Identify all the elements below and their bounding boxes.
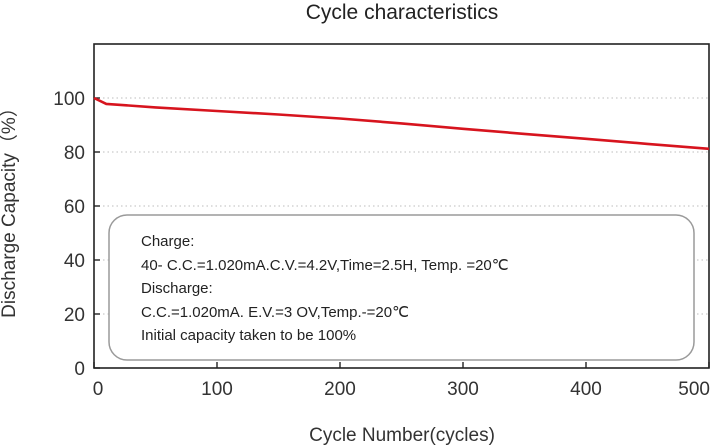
annotation-line-5: Initial capacity taken to be 100% [141,327,356,344]
x-tick-label-100: 100 [201,379,233,400]
y-tick-label-20: 20 [64,305,85,326]
x-tick-label-500: 500 [678,379,710,400]
annotation-box [108,214,695,361]
annotation-line-3: Discharge: [141,280,213,297]
series-line-0 [93,96,710,151]
x-tick-label-400: 400 [570,379,602,400]
y-tick-label-60: 60 [64,197,85,218]
y-axis-ticks: 0 20 40 60 80 100 [53,89,100,380]
x-tick-label-200: 200 [324,379,356,400]
y-tick-label-0: 0 [74,359,85,380]
x-axis-label: Cycle Number(cycles) [309,425,495,446]
annotation-line-1: Charge: [141,233,194,250]
annotation-line-2: 40- C.C.=1.020mA.C.V.=4.2V,Time=2.5H, Te… [141,257,509,274]
x-tick-label-300: 300 [447,379,479,400]
test-conditions-box: Charge: 40- C.C.=1.020mA.C.V.=4.2V,Time=… [108,214,695,361]
annotation-line-4: C.C.=1.020mA. E.V.=3 OV,Temp.-=20℃ [141,304,409,321]
y-axis-label: Discharge Capacity（%） [0,98,20,318]
y-tick-label-100: 100 [53,89,85,110]
series-group [93,96,710,151]
x-tick-label-0: 0 [93,379,104,400]
chart-title: Cycle characteristics [306,1,499,24]
x-axis-ticks: 0 100 200 300 400 500 [93,362,710,400]
y-tick-label-80: 80 [64,143,85,164]
y-tick-label-40: 40 [64,251,85,272]
